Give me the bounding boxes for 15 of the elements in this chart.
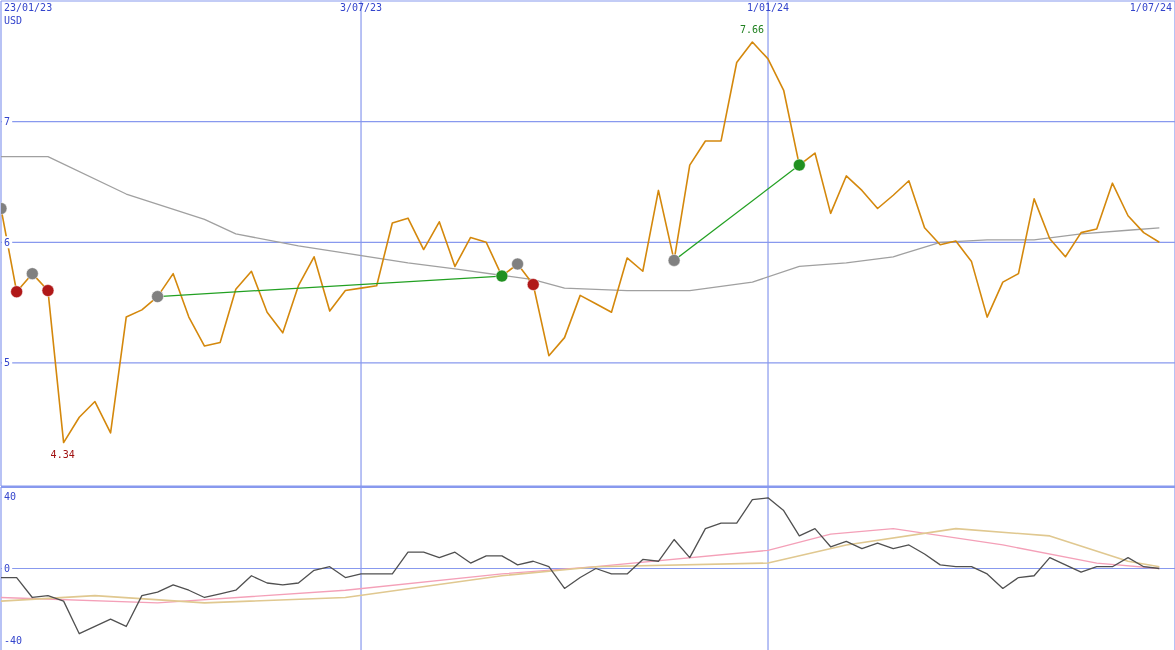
annotation: USD [4, 15, 23, 26]
x-tick-label: 1/07/24 [1129, 2, 1172, 13]
x-tick-label: 23/01/23 [4, 2, 53, 13]
y-tick-label: 40 [4, 490, 17, 502]
annotation: 7.66 [739, 24, 765, 36]
x-tick-label: 1/01/24 [746, 2, 790, 13]
y-tick-label: 5 [4, 357, 11, 369]
y-tick-label: 0 [4, 563, 11, 574]
y-tick-label: 6 [4, 236, 11, 248]
line-series [1, 41, 1161, 444]
x-tick-label: 3/07/23 [339, 2, 383, 13]
y-tick-label: -40 [4, 635, 23, 647]
line-series [1, 155, 1160, 292]
y-tick-label: 7 [4, 116, 11, 128]
annotation: 4.34 [50, 449, 75, 461]
